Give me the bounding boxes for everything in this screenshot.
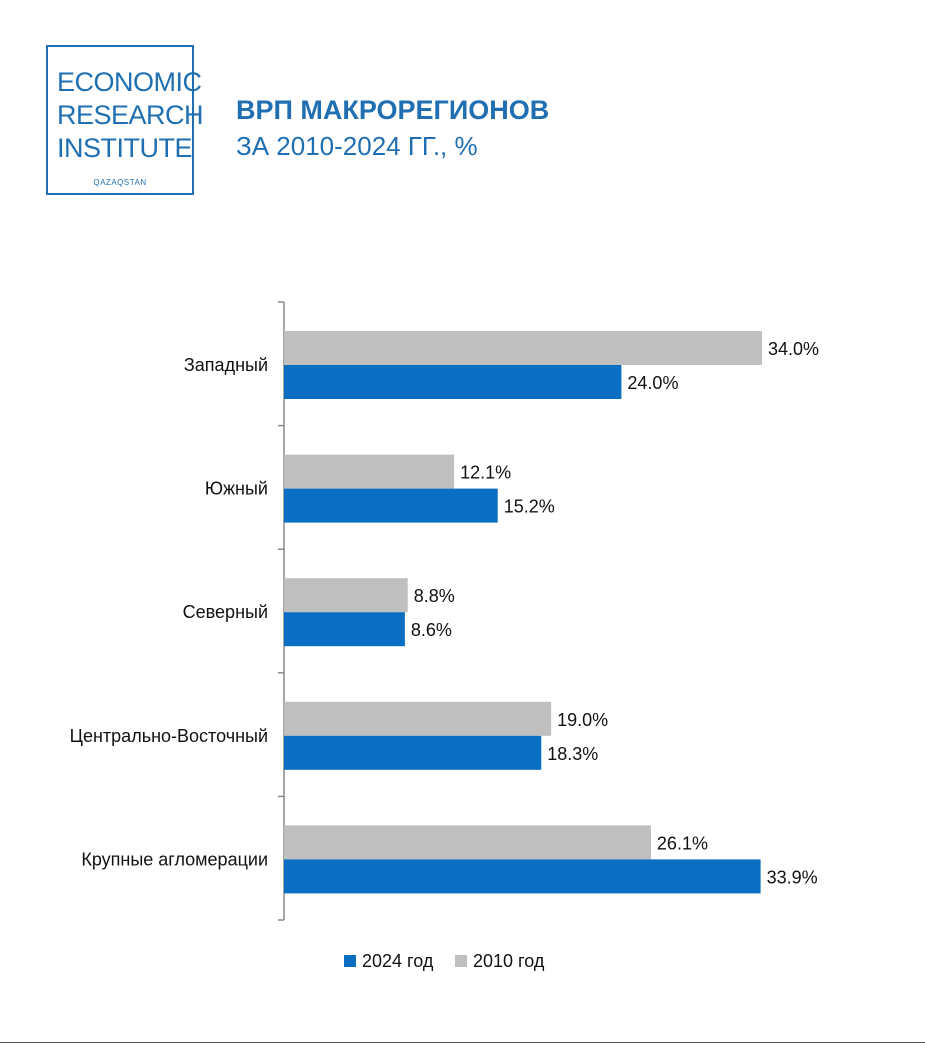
category-label: Южный [205,479,268,499]
bar-2024 [284,859,761,894]
chart-subtitle: ЗА 2010-2024 ГГ., % [236,131,478,161]
bar-2024 [284,488,498,523]
data-label-2024: 33.9% [767,867,818,887]
category-label: Центрально-Восточный [70,726,268,746]
bar-2024 [284,735,542,770]
category-label: Северный [183,602,268,622]
data-label-2010: 26.1% [657,833,708,853]
bar-2010 [284,454,455,489]
bar-2010 [284,331,762,365]
footer-divider [0,1042,925,1043]
data-label-2024: 24.0% [627,373,678,393]
legend-label-2010: 2010 год [473,951,545,971]
data-label-2010: 34.0% [768,339,819,359]
legend-swatch-2010 [455,955,467,967]
institute-logo: ECONOMIC RESEARCH INSTITUTE QAZAQSTAN [46,45,204,195]
data-label-2010: 19.0% [557,710,608,730]
data-label-2024: 18.3% [547,744,598,764]
chart-title: ВРП МАКРОРЕГИОНОВ [236,95,550,125]
legend-swatch-2024 [344,955,356,967]
data-label-2024: 8.6% [411,620,452,640]
legend-label-2024: 2024 год [362,951,434,971]
category-label: Крупные агломерации [81,849,268,869]
data-label-2010: 8.8% [414,586,455,606]
bar-2010 [284,701,552,736]
bar-2010 [284,578,408,613]
logo-line-economic: ECONOMIC [57,67,202,97]
bar-2024 [284,365,622,399]
logo-line-research: RESEARCH [57,100,204,130]
data-label-2024: 15.2% [504,497,555,517]
bar-2010 [284,825,651,860]
bar-2024 [284,612,405,647]
logo-subtitle: QAZAQSTAN [93,178,147,187]
category-label: Западный [184,355,268,375]
logo-line-institute: INSTITUTE [57,133,193,163]
data-label-2010: 12.1% [460,463,511,483]
